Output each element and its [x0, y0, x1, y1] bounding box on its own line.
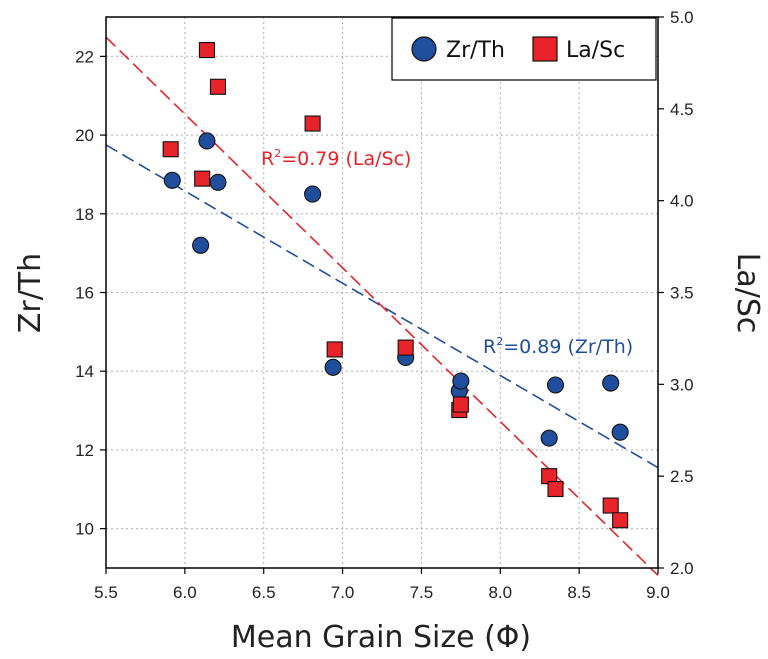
point-zr-th — [540, 429, 558, 447]
x-tick-label: 8.5 — [567, 583, 591, 602]
point-zr-th — [452, 372, 470, 390]
grid-lines — [106, 17, 658, 568]
point-zr-th — [163, 171, 181, 189]
y-right-tick-label: 3.5 — [670, 284, 694, 303]
point-zr-th — [546, 376, 565, 394]
trendline-la-sc — [105, 36, 659, 576]
y-left-tick-label: 14 — [75, 362, 94, 381]
point-zr-th — [602, 374, 620, 392]
y-axis-title-right: La/Sc — [730, 253, 765, 334]
x-tick-label: 6.5 — [252, 583, 276, 602]
y-left-tick-label: 18 — [75, 205, 94, 224]
y-axis-title-left: Zr/Th — [13, 253, 48, 333]
x-tick-label: 6.0 — [173, 583, 197, 602]
x-tick-label: 9.0 — [646, 583, 670, 602]
x-tick-label: 5.5 — [94, 583, 118, 602]
y-right-tick-label: 2.5 — [670, 467, 694, 486]
y-left-tick-label: 20 — [75, 126, 94, 145]
legend-marker-zr-th — [411, 36, 437, 62]
point-la-sc — [612, 512, 629, 529]
trendlines — [105, 36, 659, 576]
point-la-sc — [326, 341, 343, 358]
point-la-sc — [547, 480, 564, 498]
point-la-sc — [304, 115, 321, 132]
y-left-tick-label: 16 — [75, 284, 94, 303]
axis-ticks: 5.5 6.0 6.5 7.0 7.5 8.0 8.5 9.0 10 12 14 16 18 20 22 2.… — [75, 8, 694, 602]
legend-label-la-sc: La/Sc — [566, 38, 625, 63]
point-la-sc — [602, 497, 619, 514]
legend-marker-la-sc — [532, 36, 558, 62]
point-la-sc — [209, 78, 227, 95]
point-la-sc — [162, 141, 179, 158]
x-tick-label: 8.0 — [488, 583, 512, 602]
legend: Zr/Th La/Sc — [391, 17, 657, 81]
legend-label-zr-th: Zr/Th — [446, 38, 505, 63]
y-right-tick-label: 5.0 — [670, 8, 694, 27]
point-zr-th — [209, 173, 227, 191]
point-la-sc — [198, 42, 215, 59]
y-right-tick-label: 2.0 — [670, 559, 694, 578]
point-la-sc — [397, 339, 414, 356]
point-zr-th — [611, 423, 629, 441]
data-markers — [162, 42, 629, 529]
y-left-tick-label: 10 — [75, 520, 94, 539]
trendline-label-la-sc: R2=0.79 (La/Sc) — [261, 147, 411, 170]
point-zr-th — [198, 132, 216, 150]
point-zr-th — [324, 358, 342, 376]
point-zr-th — [304, 185, 322, 203]
point-la-sc — [194, 170, 211, 187]
y-left-tick-label: 22 — [75, 47, 94, 66]
x-tick-label: 7.5 — [410, 583, 434, 602]
trendline-zr-th — [105, 144, 659, 469]
x-axis-title: Mean Grain Size (Φ) — [231, 620, 531, 655]
trendline-label-zr-th: R2=0.89 (Zr/Th) — [483, 335, 633, 358]
point-zr-th — [192, 236, 210, 254]
y-right-tick-label: 4.0 — [670, 192, 694, 211]
y-left-tick-label: 12 — [75, 441, 94, 460]
y-right-tick-label: 4.5 — [670, 100, 694, 119]
x-tick-label: 7.0 — [331, 583, 355, 602]
y-right-tick-label: 3.0 — [670, 375, 694, 394]
point-la-sc — [452, 396, 469, 413]
